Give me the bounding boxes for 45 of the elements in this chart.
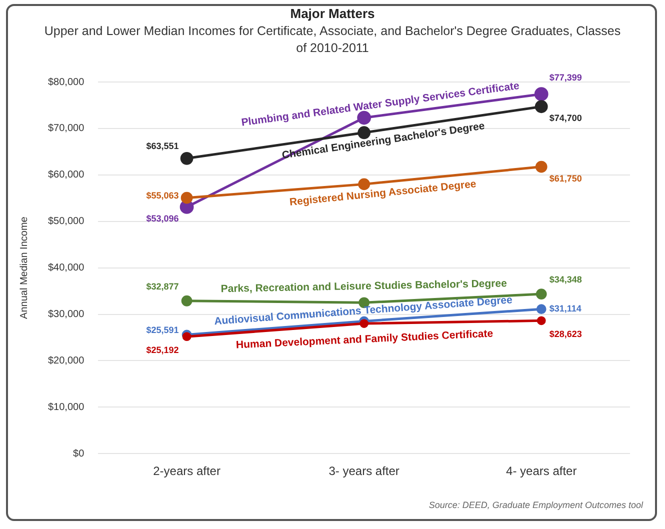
y-tick-label: $40,000 [48,262,85,274]
y-tick-label: $20,000 [48,355,85,366]
data-label: $53,096 [146,213,179,224]
point [358,178,370,190]
data-label: $31,114 [549,304,582,314]
point [535,160,548,173]
x-tick-label: 2-years after [153,464,220,478]
point [357,110,372,125]
data-label: $61,750 [549,173,582,184]
data-label: $25,591 [146,325,179,336]
y-tick-label: $10,000 [48,402,85,413]
chart-subtitle: Upper and Lower Median Incomes for Certificate, Associate, and Bachelor's Degree Graduates, Classes of 2010-2011 [43,23,622,57]
point [536,288,547,300]
series-label: Audiovisual Communications Technology Associate Degree [214,295,513,328]
point [181,295,192,306]
data-label: $74,700 [549,113,582,124]
point [360,319,369,328]
data-label: $28,623 [549,329,582,340]
chart-title: Major Matters [289,6,376,21]
series-label: Parks, Recreation and Leisure Studies Bachelor's Degree [220,278,508,296]
y-axis-title: Annual Median Income [18,216,30,319]
y-tick-label: $80,000 [48,76,85,88]
point [536,316,546,326]
point [182,332,192,342]
data-label: $32,877 [146,281,179,292]
x-tick-label: 3- years after [328,464,400,478]
point [534,100,548,114]
text: Registered Nursing Associate Degree [288,178,477,208]
data-label: $55,063 [146,190,179,200]
point [536,304,546,314]
point [534,87,548,102]
data-label: $77,399 [549,72,582,83]
y-tick-label: $50,000 [48,216,85,228]
point [180,152,194,165]
x-tick-label: 4- years after [506,464,577,478]
data-label: $34,348 [549,274,582,285]
data-label: $25,192 [146,345,179,356]
data-label: $63,551 [146,140,179,151]
y-tick-label: $70,000 [48,123,85,134]
y-tick-label: $0 [73,448,85,460]
y-tick-label: $60,000 [48,170,85,181]
point [180,192,193,204]
y-tick-label: $30,000 [48,309,85,320]
source-note: Source: DEED, Graduate Employment Outcomes tool [428,500,643,510]
series-label: Human Development and Family Studies Certificate [236,328,494,352]
